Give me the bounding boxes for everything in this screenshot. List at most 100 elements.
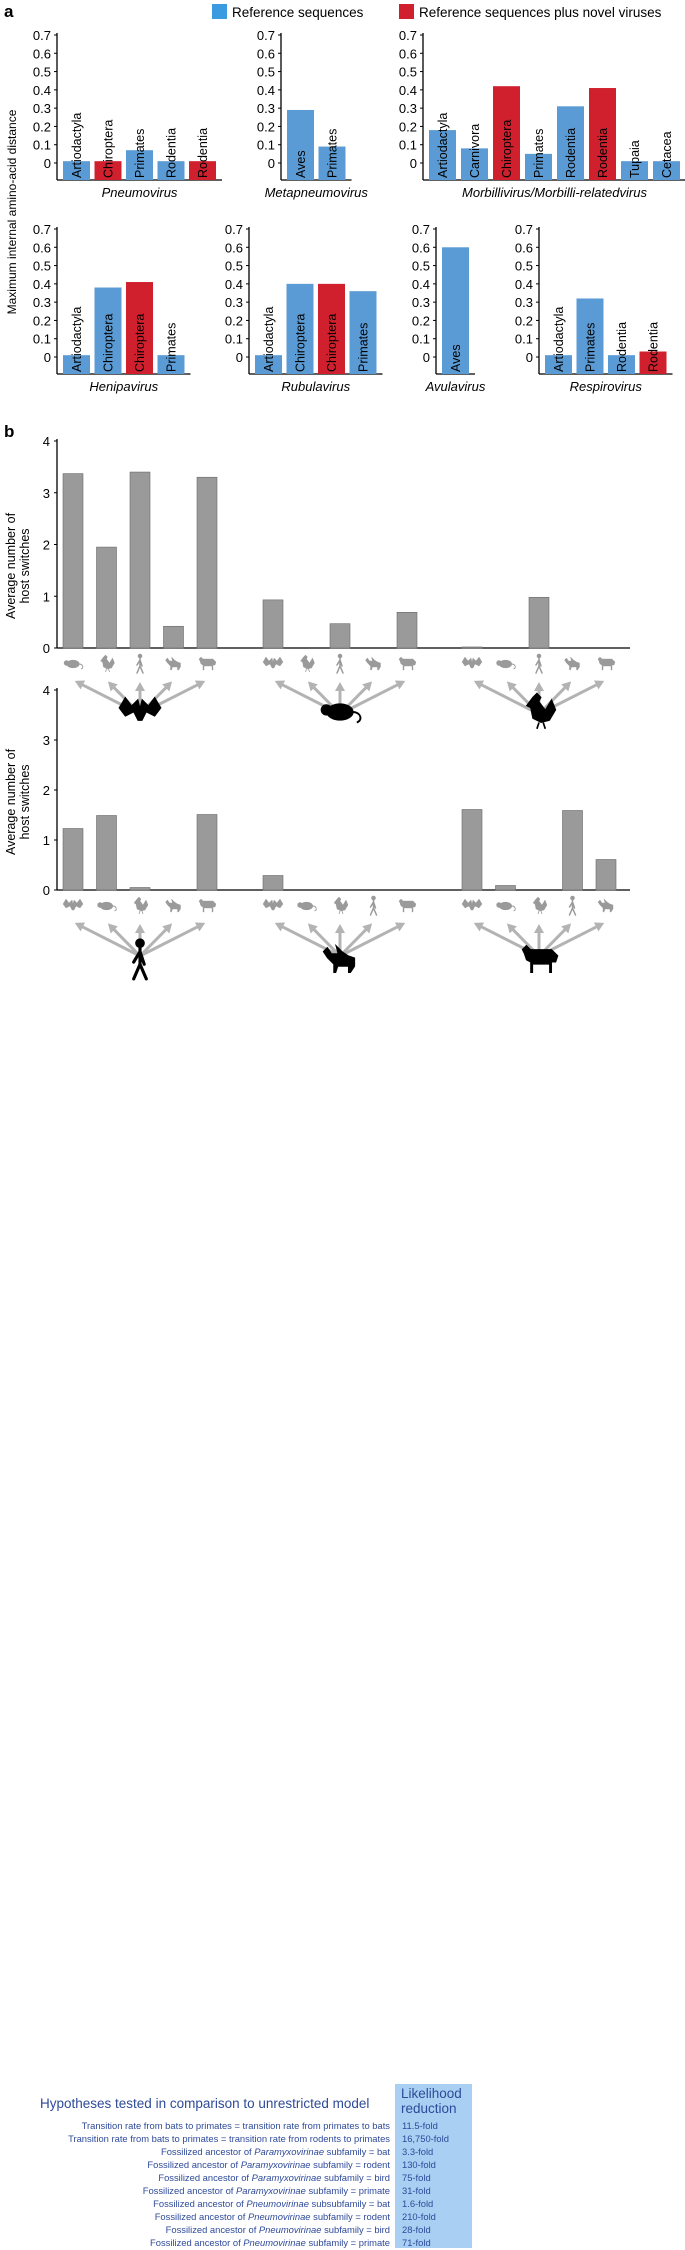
y-tick-label: 0.7 — [399, 28, 417, 43]
arrow-head — [307, 681, 318, 692]
y-tick-label: 2 — [43, 538, 50, 553]
y-tick-label: 0.4 — [33, 83, 51, 98]
artiodactyl-icon-part — [198, 898, 217, 913]
bat-icon-part — [262, 656, 284, 669]
bar-primates — [126, 150, 153, 180]
y-tick-label: 0.6 — [257, 46, 275, 61]
arrow-head — [534, 682, 544, 691]
arrow-head — [107, 681, 118, 692]
taxon-name: Pneumovirinae — [243, 2237, 306, 2248]
hypothesis-text: Fossilized ancestor of Paramyxovirinae s… — [158, 2172, 390, 2183]
y-tick-label: 0.6 — [515, 240, 533, 255]
legend-swatch-1 — [399, 4, 414, 19]
y-tick-label: 0 — [268, 156, 275, 171]
bar-label: Aves — [294, 150, 308, 178]
taxon-name: Paramyxovirinae — [254, 2146, 325, 2157]
rodent-icon — [63, 659, 84, 670]
bar-bat — [262, 875, 284, 891]
y-tick-label: 0.1 — [399, 138, 417, 153]
bar-artiodactyla — [545, 355, 572, 374]
arrow-shaft — [338, 925, 370, 958]
bar-label: Primates — [165, 323, 179, 372]
y-tick-label: 0.3 — [225, 295, 243, 310]
arrow-head — [473, 922, 485, 932]
arrow-head — [135, 924, 145, 933]
likelihood-value: 130-fold — [402, 2159, 436, 2170]
likelihood-header: Likelihood reduction — [401, 2086, 462, 2116]
hypothesis-row: Transition rate from bats to primates = … — [0, 2120, 685, 2133]
panel-a-ylabel: Maximum internal amino-acid distance — [5, 109, 19, 314]
rodent-icon-part — [511, 663, 516, 670]
bar-carnivore — [595, 859, 617, 891]
y-tick-label: 1 — [43, 589, 50, 604]
likelihood-value: 31-fold — [402, 2185, 431, 2196]
hypothesis-text-part: subfamily = primate — [305, 2237, 390, 2248]
y-tick-label: 0.2 — [515, 313, 533, 328]
arrow-head — [561, 681, 572, 692]
panel-b-ylabel-line2-1: host switches — [18, 528, 32, 603]
bar-label: Artiodactyla — [70, 113, 84, 178]
chart-title: Metapneumovirus — [265, 185, 369, 200]
primate-icon — [535, 653, 543, 674]
group-rodent — [262, 599, 418, 724]
panel-b-ylabel-line1-1: Average number of — [4, 512, 18, 619]
artiodactyl-icon — [198, 898, 217, 913]
y-tick-label: 0.4 — [515, 277, 533, 292]
y-tick-label: 0.1 — [33, 332, 51, 347]
carnivore-icon — [597, 898, 614, 913]
arrow-head — [194, 922, 206, 932]
arrow-head — [593, 680, 605, 690]
hypothesis-row: Fossilized ancestor of Pneumovirinae sub… — [0, 2211, 685, 2224]
bar-chiroptera — [493, 86, 520, 180]
bar-chiroptera — [286, 283, 314, 374]
bar-artiodactyl — [196, 814, 218, 891]
bird-icon-part — [133, 896, 149, 912]
arrow-shaft — [477, 681, 540, 716]
bar-chiroptera — [94, 287, 122, 374]
y-tick-label: 0.6 — [33, 240, 51, 255]
primate-icon-part — [136, 657, 144, 674]
hypothesis-text-part: Fossilized ancestor of — [153, 2198, 247, 2209]
rodent-icon-part — [63, 660, 70, 666]
hypothesis-text-part: subfamily = bird — [321, 2224, 390, 2235]
y-tick-label: 0.4 — [225, 277, 243, 292]
hypothesis-text: Fossilized ancestor of Paramyxovirinae s… — [161, 2146, 390, 2157]
hypothesis-text-part: Fossilized ancestor of — [150, 2237, 244, 2248]
y-tick-label: 0 — [44, 350, 51, 365]
y-tick-label: 4 — [43, 683, 50, 698]
primate-icon-part — [369, 899, 378, 916]
likelihood-value: 3.3-fold — [402, 2146, 434, 2157]
artiodactyl-icon — [398, 656, 417, 671]
bar-rodent — [62, 473, 84, 649]
legend-label-0: Reference sequences — [232, 5, 364, 20]
y-tick-label: 4 — [43, 434, 50, 449]
y-tick-label: 2 — [43, 783, 50, 798]
taxon-name: Pneumovirinae — [247, 2211, 311, 2222]
bar-aves — [442, 247, 469, 374]
bar-rodentia — [589, 88, 616, 180]
bar-artiodactyla — [255, 355, 282, 374]
bar-artiodactyla — [63, 355, 90, 374]
hypothesis-row: Fossilized ancestor of Paramyxovirinae s… — [0, 2172, 685, 2185]
arrow-head — [335, 924, 345, 933]
bar-rodentia — [557, 106, 584, 180]
bar-label: Cetacea — [660, 131, 674, 178]
group-artiodactyl — [461, 809, 617, 974]
chart-a2: 0 0.1 0.2 0.3 0.4 0.5 0.6 0.7 Aves Primates Metapn… — [257, 28, 368, 200]
y-tick-label: 3 — [43, 486, 50, 501]
bird-icon-part — [305, 668, 310, 673]
rodent-icon — [97, 901, 117, 912]
y-tick-label: 0 — [526, 350, 533, 365]
bar-label: Chiroptera — [325, 314, 339, 372]
hypothesis-text-part: subfamily = rodent — [310, 2211, 390, 2222]
group-primate — [62, 814, 218, 981]
hypothesis-text-part: subfamily = rodent — [310, 2159, 390, 2170]
likelihood-value: 28-fold — [402, 2224, 431, 2235]
arrow-shaft — [110, 925, 142, 958]
arrow-shaft — [278, 923, 341, 958]
likelihood-header-line2: reduction — [401, 2101, 457, 2116]
bird-icon-part — [300, 654, 315, 670]
artiodactyl-icon-part — [398, 656, 417, 671]
bar-bat — [461, 809, 483, 891]
artiodactyl-icon-part — [521, 944, 559, 974]
